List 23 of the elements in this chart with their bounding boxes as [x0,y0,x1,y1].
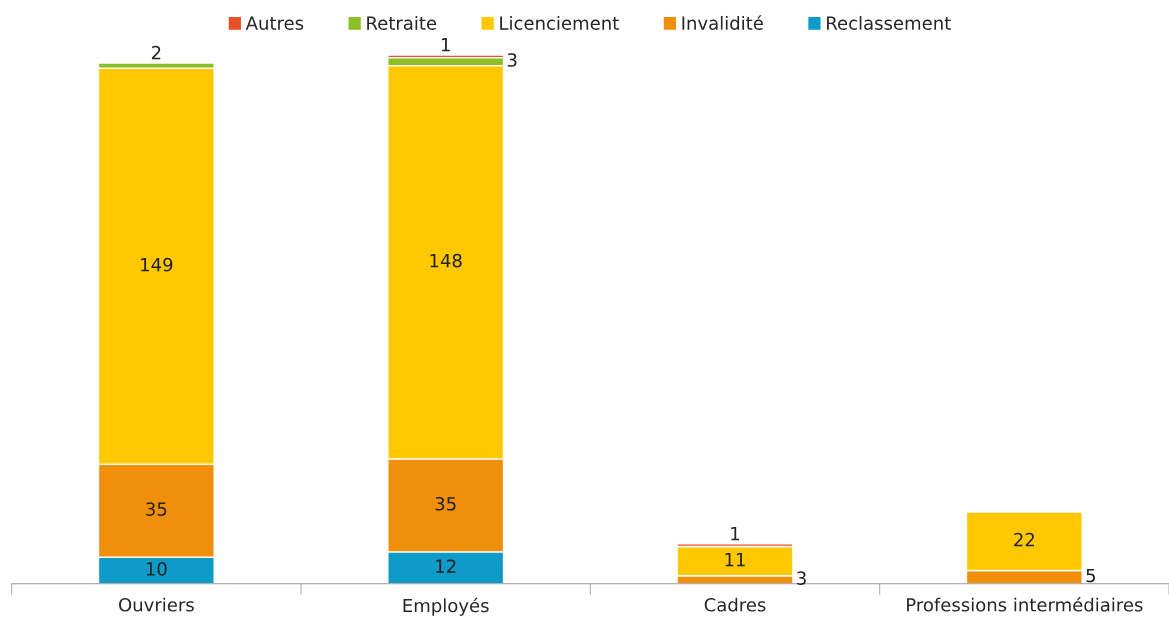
legend-label: Retraite [367,15,437,30]
data-label: 35 [146,502,167,516]
data-label: 35 [435,496,456,511]
data-label: 12 [436,559,456,573]
legend-label: Reclassement [827,15,951,30]
data-label: 1 [441,38,450,52]
data-label: 148 [430,253,462,268]
x-tick-label: Ouvriers [119,597,194,612]
data-label: 3 [507,53,517,67]
x-tick-label: Cadres [704,597,766,612]
data-label: 3 [797,571,806,585]
data-label: 149 [141,257,173,272]
data-label: 11 [725,552,745,567]
data-label: 10 [146,562,167,576]
x-tick-label: Employés [403,597,489,616]
data-label: 2 [151,45,161,60]
data-label: 22 [1014,532,1035,547]
data-label: 1 [731,526,740,541]
legend-label: Licenciement [500,15,619,30]
legend-label: Autres [245,16,304,30]
x-tick-label: Professions intermédiaires [907,596,1143,612]
data-label: 5 [1086,568,1096,583]
legend-label: Invalidité [682,15,763,30]
